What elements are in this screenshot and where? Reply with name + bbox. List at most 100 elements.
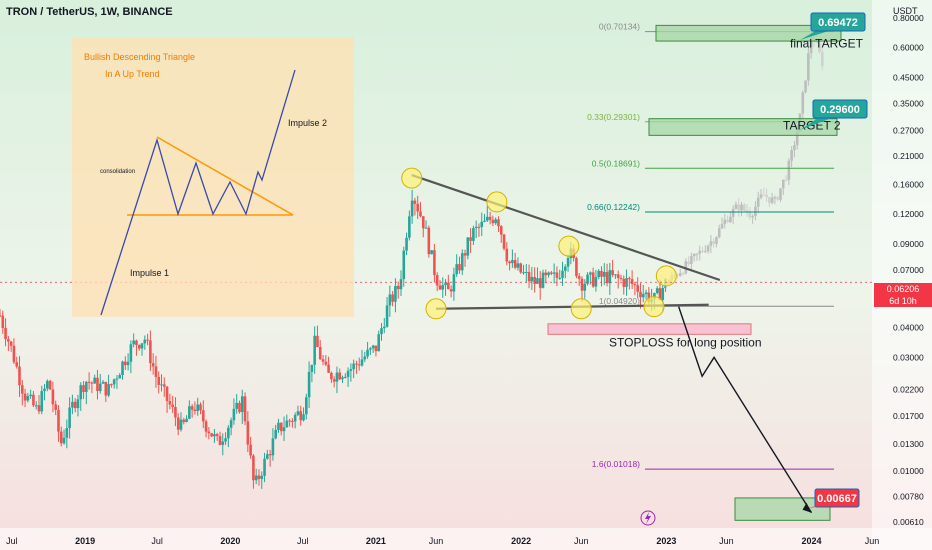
price-candle	[388, 294, 392, 306]
touch-point-marker	[643, 296, 665, 318]
current-price-tag: 0.06206 6d 10h	[874, 283, 932, 307]
y-axis-tick-label: 0.01300	[893, 439, 924, 449]
x-axis-tick-label: 2023	[656, 536, 676, 546]
inset-impulse1-label: Impulse 1	[130, 268, 169, 278]
price-candle	[98, 383, 102, 392]
projection-candle	[756, 197, 760, 207]
price-candle	[154, 366, 158, 377]
price-candle	[480, 221, 484, 227]
projection-candle	[793, 145, 796, 150]
price-candle	[399, 279, 403, 290]
price-candle	[424, 227, 428, 229]
price-candle	[93, 377, 96, 384]
price-candle	[291, 420, 294, 422]
projection-candle	[698, 250, 702, 254]
price-candle	[71, 401, 74, 408]
price-candle	[575, 258, 578, 277]
price-candle	[32, 394, 35, 406]
projection-candle	[759, 194, 763, 198]
price-candle	[285, 420, 289, 428]
price-candle	[435, 275, 439, 286]
price-candle	[101, 381, 105, 384]
projection-candle	[692, 254, 696, 257]
price-candle	[419, 211, 422, 217]
projection-candle	[737, 204, 741, 211]
price-candle	[157, 376, 161, 385]
price-candle	[594, 277, 598, 287]
price-candle	[190, 406, 194, 410]
x-axis-tick-label: Jul	[297, 536, 309, 546]
price-candle	[463, 253, 467, 256]
price-candle	[126, 361, 130, 366]
price-candle	[525, 271, 528, 273]
inset-consolidation-label: consolidation	[100, 169, 135, 175]
fib-level-label: 0.33(0.29301)	[587, 112, 640, 122]
fib-level-label: 1(0.04920)	[599, 296, 640, 306]
price-candle	[527, 271, 531, 282]
projection-candle	[776, 197, 780, 200]
projection-candle	[801, 92, 805, 114]
flash-icon[interactable]	[640, 510, 656, 526]
projection-candle	[715, 237, 718, 244]
touch-point-marker	[425, 298, 447, 320]
x-axis-tick-label: 2020	[220, 536, 240, 546]
price-candle	[254, 475, 258, 481]
y-axis-tick-label: 0.45000	[893, 72, 924, 82]
price-candle	[591, 272, 595, 287]
price-candle	[207, 431, 211, 434]
y-axis-tick-label: 0.09000	[893, 239, 924, 249]
y-axis-tick-label: 0.21000	[893, 151, 924, 161]
projection-candle	[681, 273, 685, 275]
price-candle	[85, 381, 88, 393]
target2-callout-pointer	[800, 116, 837, 130]
price-candle	[124, 361, 127, 366]
touch-point-marker	[486, 191, 508, 213]
x-axis-tick-label: 2021	[366, 536, 386, 546]
price-candle	[622, 278, 626, 287]
price-candle	[566, 258, 570, 267]
inset-resistance-line	[156, 136, 294, 216]
projection-candle	[787, 160, 791, 180]
price-candle	[558, 277, 562, 279]
price-candle	[530, 276, 534, 282]
touch-point-marker	[655, 265, 677, 287]
projection-candle	[768, 197, 771, 203]
price-candle	[160, 384, 163, 386]
projection-candle	[717, 228, 721, 238]
price-candle	[310, 364, 314, 372]
touch-point-marker	[401, 167, 423, 189]
projection-candle	[790, 149, 793, 161]
price-candle	[140, 343, 144, 349]
price-candle	[327, 364, 330, 373]
price-candle	[132, 340, 135, 345]
bear-arrow-head	[802, 502, 812, 513]
price-candle	[430, 250, 433, 255]
price-candle	[179, 419, 183, 430]
flash-icon-glyph	[645, 512, 651, 524]
price-candle	[151, 363, 155, 367]
projection-candle	[729, 216, 732, 223]
y-axis-tick-label: 0.03000	[893, 352, 924, 362]
bear-scenario-arrow	[678, 306, 813, 514]
price-candle	[46, 380, 49, 389]
price-candle	[252, 455, 255, 481]
price-candle	[421, 216, 425, 229]
price-candle	[18, 366, 21, 386]
price-candle	[522, 272, 525, 274]
price-candle	[266, 454, 269, 459]
price-candle	[168, 401, 172, 405]
price-candle	[550, 272, 553, 274]
projection-candle	[770, 197, 774, 203]
chart-title: TRON / TetherUS, 1W, BINANCE	[6, 6, 173, 18]
projection-candle	[743, 204, 746, 211]
y-axis-tick-label: 0.04000	[893, 323, 924, 333]
y-axis-tick-label: 0.60000	[893, 43, 924, 53]
price-candle	[346, 370, 350, 377]
price-candle	[224, 438, 227, 442]
price-candle	[232, 408, 236, 421]
price-candle	[204, 421, 208, 432]
price-candle	[338, 372, 342, 380]
price-candle	[608, 270, 612, 284]
y-axis-tick-label: 0.01700	[893, 411, 924, 421]
